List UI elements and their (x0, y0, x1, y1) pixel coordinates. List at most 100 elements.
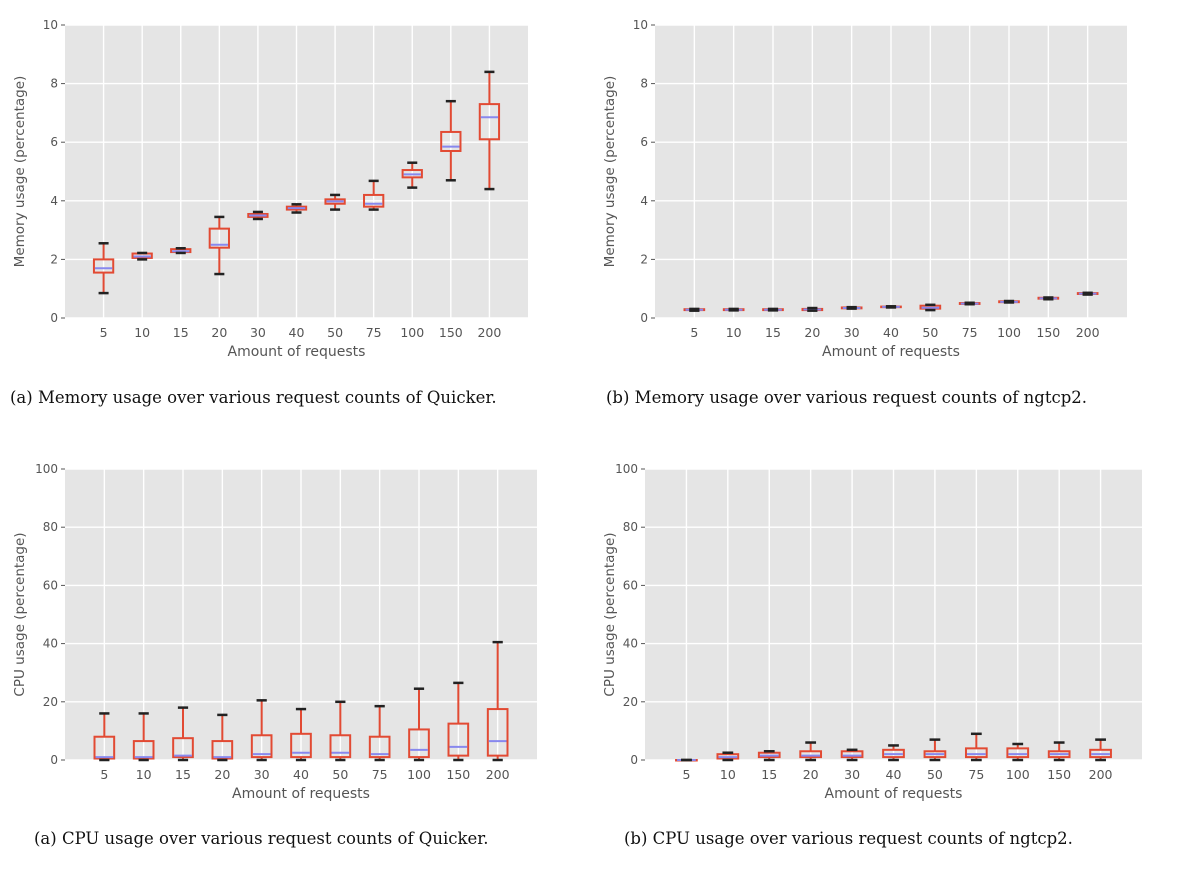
y-tick-label: 40 (623, 637, 638, 651)
x-tick-label: 15 (175, 767, 191, 782)
x-tick-label: 75 (962, 325, 978, 340)
y-axis-label: CPU usage (percentage) (12, 532, 28, 696)
y-tick-label: 20 (623, 695, 638, 709)
box-iqr (964, 747, 988, 759)
box-iqr (363, 193, 385, 208)
x-tick-label: 75 (372, 767, 388, 782)
box-5 (683, 307, 706, 312)
x-tick-label: 100 (407, 767, 431, 782)
chart-memory-quicker: 0 2 4 6 8 10 5 10 15 20 30 40 50 75 100 150 200 Amount of… (10, 12, 538, 368)
chart-cpu-ngtcp2: 0 20 40 60 80 100 5 10 15 20 30 40 50 75 100 150 200 Amou… (600, 458, 1152, 810)
box-iqr (401, 169, 423, 179)
x-tick-label: 100 (997, 325, 1021, 340)
box-200 (1076, 291, 1099, 296)
x-tick-label: 20 (211, 325, 227, 340)
box-iqr (447, 722, 470, 757)
x-tick-label: 5 (682, 767, 690, 782)
x-tick-label: 15 (761, 767, 777, 782)
y-tick-label: 2 (50, 252, 58, 266)
y-tick-label: 60 (43, 578, 58, 592)
box-iqr (290, 732, 312, 759)
y-tick-label: 8 (640, 77, 648, 91)
y-tick-label: 6 (640, 135, 648, 149)
box-iqr (408, 728, 430, 759)
box-iqr (478, 103, 501, 141)
box-150 (1037, 296, 1060, 301)
x-tick-label: 100 (1006, 767, 1030, 782)
x-tick-label: 10 (134, 325, 150, 340)
box-15 (172, 706, 194, 762)
box-10 (716, 751, 740, 762)
box-40 (285, 203, 308, 214)
box-iqr (92, 258, 115, 274)
x-axis-label: Amount of requests (822, 344, 960, 360)
x-tick-label: 150 (1036, 325, 1060, 340)
x-tick-label: 40 (883, 325, 899, 340)
box-iqr (172, 737, 194, 759)
box-iqr (486, 708, 509, 757)
box-iqr (1006, 747, 1030, 759)
y-axis-label: Memory usage (percentage) (602, 76, 618, 268)
y-tick-label: 100 (615, 462, 638, 476)
box-40 (290, 707, 312, 762)
x-tick-label: 30 (254, 767, 270, 782)
box-10 (131, 251, 153, 261)
box-iqr (329, 734, 352, 759)
x-tick-label: 50 (922, 325, 938, 340)
x-tick-label: 15 (173, 325, 189, 340)
chart-cpu-quicker: 0 20 40 60 80 100 5 10 15 20 30 40 50 75 100 150 200 Amou… (10, 458, 547, 810)
x-tick-label: 150 (446, 767, 470, 782)
box-30 (840, 748, 864, 762)
box-200 (1089, 738, 1112, 762)
chart-svg: 0 2 4 6 8 10 5 10 15 20 30 40 50 75 100 150 200 Amount of… (602, 18, 1127, 360)
box-iqr (324, 198, 346, 205)
box-200 (478, 70, 501, 191)
box-100 (401, 161, 423, 189)
chart-svg: 0 20 40 60 80 100 5 10 15 20 30 40 50 75 100 150 200 Amou… (12, 462, 537, 802)
box-15 (170, 247, 192, 255)
box-30 (250, 699, 273, 762)
x-tick-label: 30 (844, 767, 860, 782)
box-50 (923, 738, 947, 762)
box-iqr (211, 740, 234, 760)
x-tick-label: 150 (1047, 767, 1071, 782)
x-tick-label: 10 (726, 325, 742, 340)
x-tick-label: 20 (214, 767, 230, 782)
y-tick-label: 20 (43, 695, 58, 709)
caption-memory-quicker: (a) Memory usage over various request co… (10, 388, 497, 407)
x-tick-label: 30 (844, 325, 860, 340)
y-tick-label: 4 (50, 194, 58, 208)
box-30 (247, 210, 269, 221)
box-5 (675, 758, 698, 762)
y-tick-label: 2 (640, 252, 648, 266)
y-tick-label: 0 (640, 311, 648, 325)
box-iqr (757, 751, 781, 759)
box-50 (329, 700, 352, 762)
x-tick-label: 40 (289, 325, 305, 340)
box-50 (324, 193, 346, 211)
x-tick-label: 100 (400, 325, 424, 340)
x-tick-label: 200 (1089, 767, 1113, 782)
x-tick-label: 200 (1076, 325, 1100, 340)
box-20 (799, 741, 823, 762)
box-75 (368, 704, 391, 762)
box-iqr (1089, 748, 1112, 759)
box-200 (486, 640, 509, 762)
x-axis-label: Amount of requests (232, 786, 370, 802)
box-10 (722, 307, 745, 312)
x-tick-label: 75 (366, 325, 382, 340)
x-tick-label: 10 (136, 767, 152, 782)
x-tick-label: 5 (100, 767, 108, 782)
box-iqr (285, 205, 308, 211)
x-tick-label: 10 (720, 767, 736, 782)
box-iqr (1047, 750, 1071, 759)
box-iqr (440, 130, 462, 152)
x-tick-label: 20 (803, 767, 819, 782)
x-tick-label: 20 (804, 325, 820, 340)
box-5 (93, 712, 116, 762)
box-iqr (208, 227, 230, 249)
box-iqr (247, 212, 269, 218)
chart-svg: 0 2 4 6 8 10 5 10 15 20 30 40 50 75 100 150 200 Amount of… (12, 18, 528, 360)
x-tick-label: 40 (293, 767, 309, 782)
caption-memory-ngtcp2: (b) Memory usage over various request co… (606, 388, 1087, 407)
